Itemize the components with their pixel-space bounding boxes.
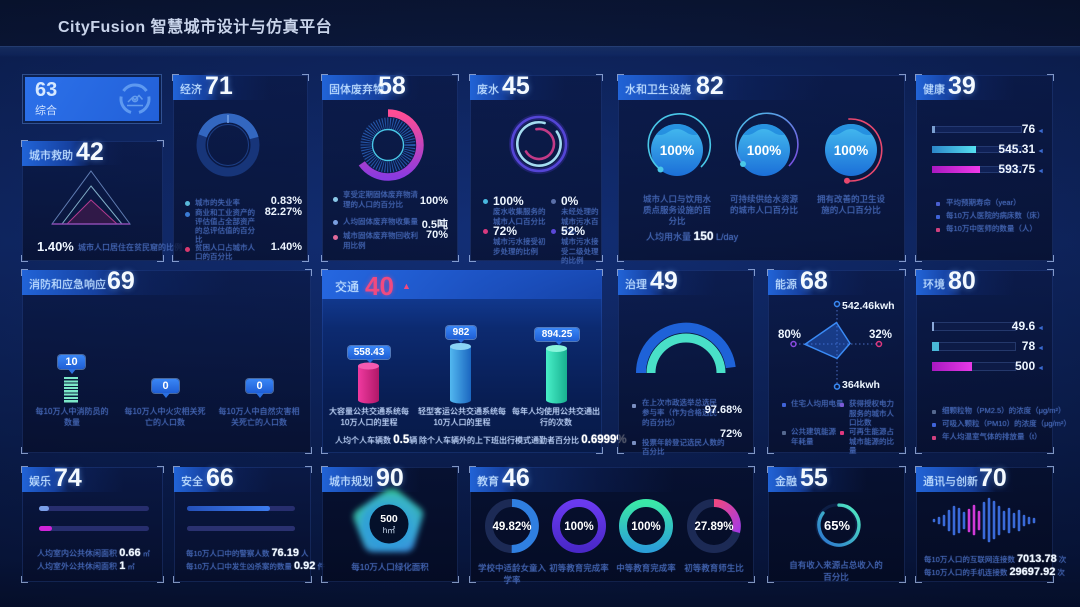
svg-text:100%: 100% bbox=[660, 143, 695, 158]
svg-text:100%: 100% bbox=[564, 521, 593, 533]
svg-text:500: 500 bbox=[380, 513, 398, 525]
svg-text:100%: 100% bbox=[631, 521, 660, 533]
svg-text:100%: 100% bbox=[747, 143, 782, 158]
svg-text:h㎡: h㎡ bbox=[383, 526, 395, 535]
svg-text:49.82%: 49.82% bbox=[492, 521, 531, 533]
svg-text:100%: 100% bbox=[834, 143, 869, 158]
svg-text:65%: 65% bbox=[824, 518, 850, 533]
svg-text:27.89%: 27.89% bbox=[694, 521, 733, 533]
